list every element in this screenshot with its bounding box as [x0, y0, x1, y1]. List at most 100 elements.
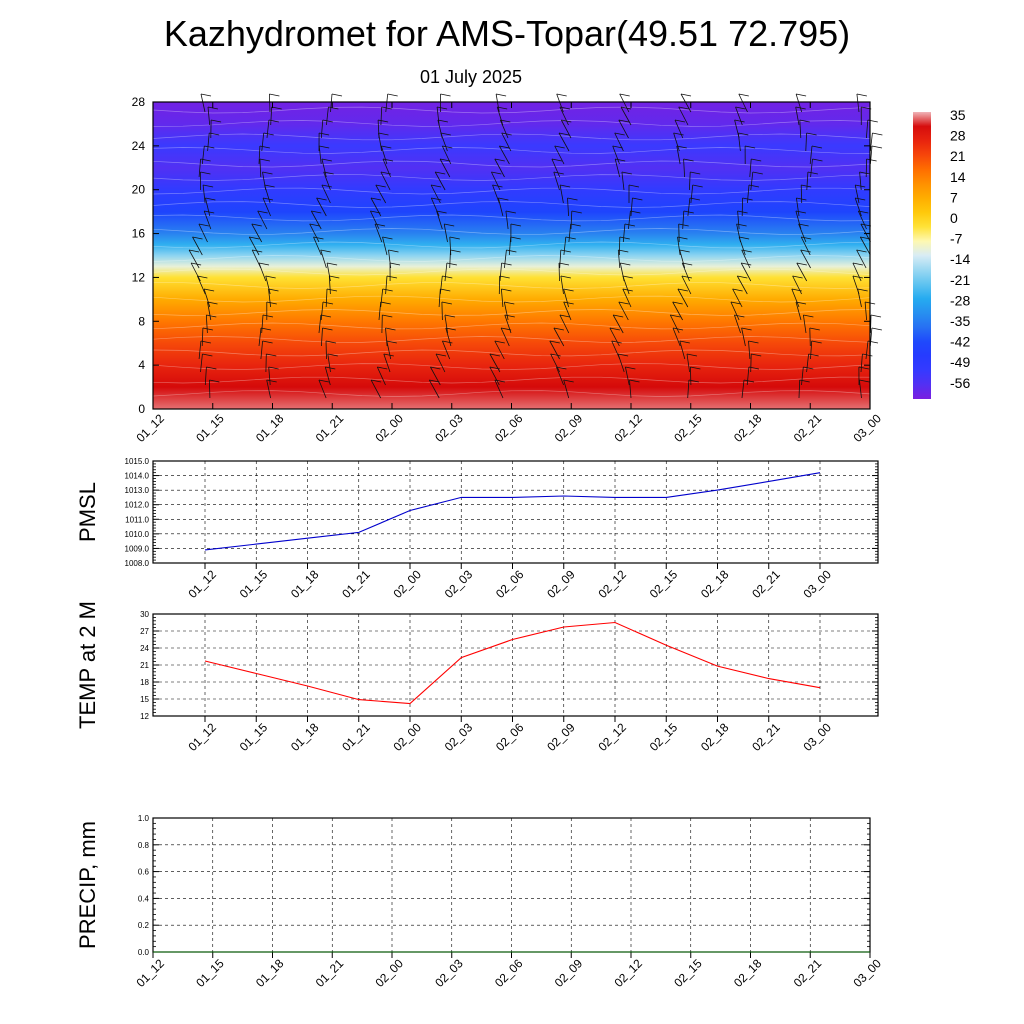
wind-barb-flag-20 [202, 353, 213, 357]
isoline-13 [153, 282, 871, 289]
wind-barb-89 [383, 353, 391, 373]
wind-barb-flag-235 [812, 158, 823, 162]
wind-barb-16 [207, 301, 212, 321]
wind-barb-250 [806, 353, 809, 373]
wind-barb-50 [318, 145, 322, 165]
wind-barb-flag-116 [497, 106, 508, 110]
wind-barb-flag-51 [321, 158, 332, 162]
isoline-6 [152, 187, 871, 195]
wind-barb-95 [440, 132, 448, 152]
wind-barb-flag-117 [500, 119, 511, 123]
wind-barb-75 [380, 171, 391, 191]
wind-barb-112 [435, 353, 446, 373]
wind-barb-181 [617, 353, 625, 373]
wind-barb-266 [852, 262, 862, 282]
wind-barb-178 [612, 314, 624, 334]
wind-barb-flag-46 [331, 93, 343, 97]
wind-barb-flag-130 [501, 288, 512, 292]
cross-section-ytick-label-2: 8 [138, 314, 145, 328]
isoline-5 [152, 174, 871, 181]
wind-barb-0 [200, 93, 206, 113]
wind-barb-flag-62 [322, 301, 334, 305]
wind-barb-66 [327, 353, 331, 373]
wind-barb-34 [248, 236, 260, 256]
wind-barb-flag-42 [262, 340, 273, 344]
wind-barb-31 [262, 197, 271, 217]
pmsl-xtick-label-11: 02_21 [749, 567, 783, 601]
wind-barb-248 [809, 327, 811, 347]
wind-barb-flag-104 [450, 249, 461, 253]
temp2m-xtick-label-5: 02_03 [442, 720, 476, 754]
precip-xtick-label-11: 02_21 [791, 956, 825, 990]
wind-barb-65 [325, 340, 327, 360]
wind-barb-260 [854, 184, 860, 204]
wind-barb-69 [385, 93, 389, 113]
temperature-isolines [152, 106, 871, 397]
temp-2m-panel: 12 15 18 21 24 27 30 01_12 01_15 01_18 01_21 02_00 0… [75, 601, 879, 754]
wind-barb-123 [498, 197, 504, 217]
wind-barb-124 [505, 210, 509, 230]
wind-barb-flag-152 [560, 275, 571, 279]
wind-barb-flag-135 [489, 353, 500, 357]
wind-barb-7 [202, 184, 206, 204]
wind-barb-flag-13 [191, 262, 202, 266]
wind-barb-flag-212 [751, 158, 762, 162]
wind-barb-9 [203, 210, 212, 230]
wind-barb-flag-123 [498, 197, 509, 201]
wind-barb-flag-144 [553, 171, 564, 175]
precip-xtick-label-1: 01_15 [193, 956, 227, 990]
pmsl-xtick-label-6: 02_06 [493, 567, 527, 601]
wind-barb-flag-103 [449, 236, 460, 240]
wind-barb-201 [669, 314, 680, 334]
wind-barb-flag-87 [385, 327, 396, 331]
wind-barb-flag-77 [370, 197, 382, 201]
wind-barb-167 [621, 171, 625, 191]
wind-barb-flag-57 [313, 236, 324, 240]
wind-barb-flag-0 [200, 93, 212, 97]
wind-barb-flag-143 [551, 158, 562, 162]
wind-barb-flag-186 [674, 119, 686, 123]
wind-barb-flag-259 [859, 171, 870, 175]
wind-barb-flag-236 [807, 171, 818, 175]
wind-barb-flag-118 [501, 132, 512, 136]
wind-barb-flag-48 [322, 119, 333, 123]
wind-barbs [188, 93, 883, 399]
wind-barb-flag-80 [382, 236, 393, 240]
wind-barb-57 [313, 236, 322, 256]
wind-barb-flag-32 [257, 210, 268, 214]
wind-barb-22 [209, 379, 211, 399]
wind-barb-233 [805, 132, 807, 152]
wind-barb-176 [622, 288, 632, 308]
wind-barb-flag-224 [734, 314, 745, 318]
wind-barb-flag-22 [209, 379, 220, 383]
wind-barb-38 [268, 288, 271, 308]
wind-barb-flag-17 [206, 314, 217, 318]
temp2m-ytick-label-2: 18 [140, 678, 149, 687]
wind-barb-flag-206 [688, 379, 699, 383]
wind-barb-230 [795, 93, 803, 113]
wind-barb-36 [258, 262, 267, 282]
wind-barb-flag-214 [748, 184, 760, 188]
colorbar-label-5: 0 [950, 210, 958, 226]
wind-barb-flag-31 [262, 197, 274, 201]
wind-barb-flag-71 [378, 119, 389, 123]
temp2m-xtick-label-1: 01_15 [237, 720, 271, 754]
wind-barb-flag-136 [489, 366, 500, 370]
wind-barb-flag-58 [320, 249, 331, 253]
wind-barb-flag-84 [382, 288, 393, 292]
wind-barb-flag-47 [328, 106, 339, 110]
wind-barb-flag-198 [681, 275, 692, 279]
wind-barb-flag-23 [269, 93, 280, 97]
wind-barb-198 [681, 275, 692, 295]
wind-barb-flag-8 [205, 197, 216, 201]
wind-barb-flag-82 [389, 262, 401, 266]
temp2m-ytick-label-1: 15 [140, 695, 149, 704]
wind-barb-flag-176 [622, 288, 633, 292]
wind-barb-flag-184 [680, 93, 692, 97]
wind-barb-80 [382, 236, 388, 256]
wind-barb-111 [442, 340, 451, 360]
wind-barb-78 [370, 210, 380, 230]
wind-barb-flag-60 [329, 275, 340, 279]
wind-barb-4 [201, 145, 205, 165]
wind-barb-flag-16 [207, 301, 218, 305]
